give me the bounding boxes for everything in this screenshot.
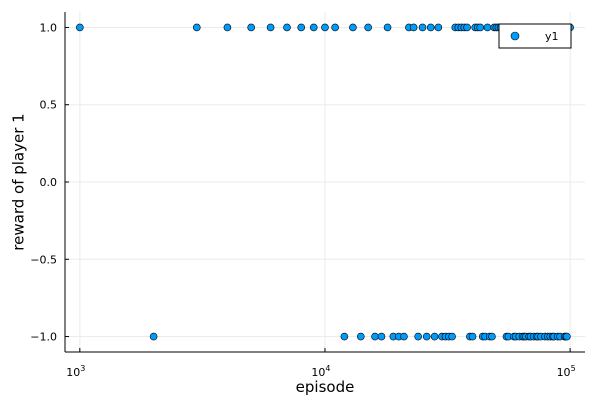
data-point [409,23,418,32]
y-tick-label: 1.0 [40,21,58,34]
y-tick-label: 0.0 [40,176,58,189]
legend-marker [510,31,520,41]
legend: y1 [498,23,572,49]
data-point [383,23,392,32]
data-point [434,23,443,32]
data-point [247,23,255,32]
data-point [463,23,471,32]
ticks: 103 104 105 1.0 0.5 0.0 −0.5 −1.0 [30,21,575,379]
y-tick-label: −1.0 [30,331,57,344]
x-tick-label: 105 [557,364,576,379]
data-point [283,23,291,32]
x-tick-label: 103 [66,364,85,379]
data-point [356,332,365,341]
data-point [422,332,431,341]
data-point [476,23,485,32]
x-tick-label: 104 [311,364,330,379]
grid [65,12,585,352]
data-point [377,332,386,341]
data-point [149,332,158,341]
data-point [340,332,349,341]
data-point [297,23,306,32]
data-point [418,23,427,32]
data-point [468,332,477,341]
y-axis-label: reward of player 1 [9,113,27,250]
data-point [371,332,379,341]
data-point [488,332,496,341]
data-point [483,23,492,32]
x-axis-label: episode [296,378,355,396]
data-point [349,23,357,32]
legend-label: y1 [545,30,559,43]
data-point [563,332,571,341]
data-point [192,23,201,32]
data-point [430,332,439,341]
data-point [364,23,372,32]
data-point [414,332,422,341]
data-point [309,23,318,32]
data-point [426,23,435,32]
data-point [266,23,275,32]
data-point [331,23,339,32]
legend-box [498,23,572,49]
data-point [76,23,84,32]
y-tick-label: −0.5 [30,253,57,266]
data-points [76,23,574,341]
data-point [448,332,456,341]
data-point [223,23,232,32]
data-point [400,332,408,341]
y-tick-label: 0.5 [40,99,58,112]
data-point [321,23,329,32]
